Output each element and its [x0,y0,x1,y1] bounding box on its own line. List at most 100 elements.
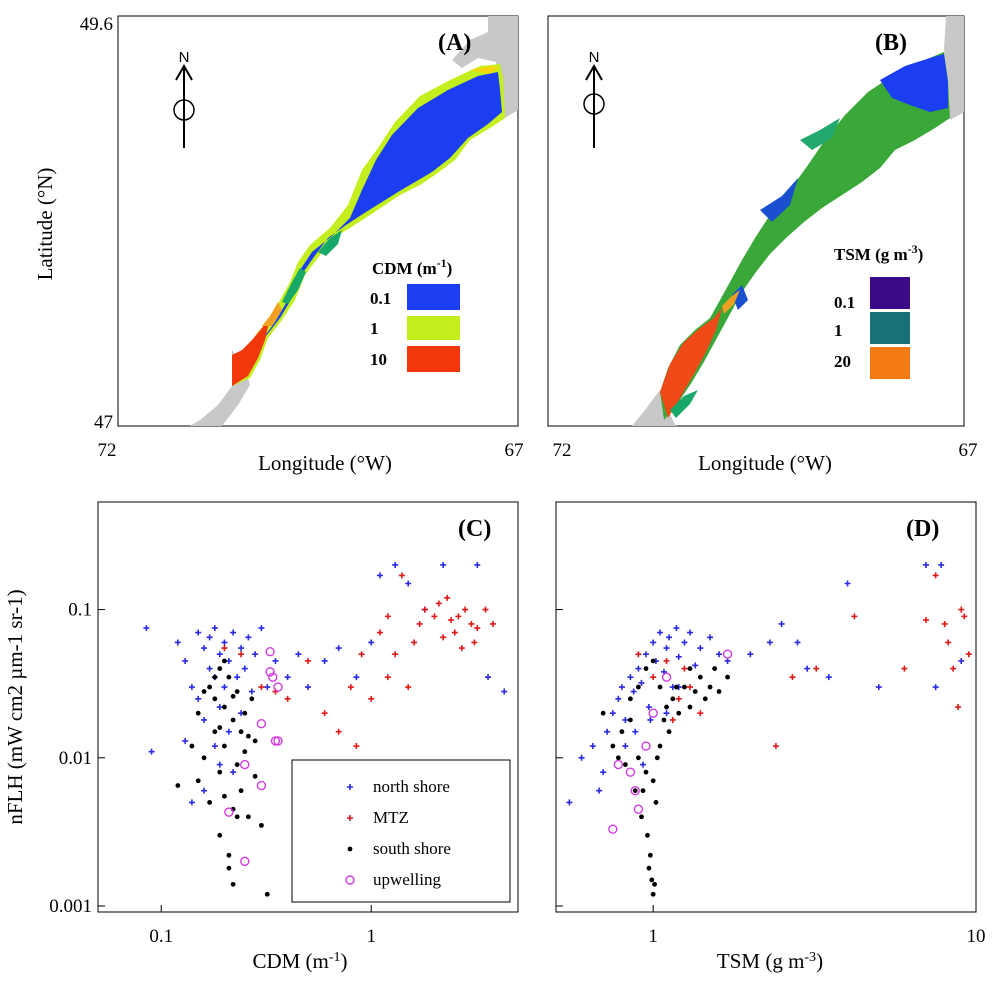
panel-d-point-south-shore [670,696,676,702]
panel-b-tsm-map [660,52,950,420]
panel-c-point-mtz [347,684,354,691]
panel-c-point-north-shore [284,674,291,681]
panel-d-point-north-shore [645,704,652,711]
panel-d-point-south-shore [645,832,650,838]
panel-d-point-south-shore [654,755,660,761]
panel-c-label: (C) [458,516,491,542]
panel-c-point-south-shore [242,749,248,755]
panel-c-point-mtz [448,617,455,624]
panel-d-point-mtz [941,620,948,627]
panel-d-point-south-shore [657,743,663,749]
panel-d-point-north-shore [716,651,723,658]
panel-c-point-north-shore [234,674,241,681]
panel-a-legend-title: CDM (m-1) [372,256,452,278]
panel-c-point-north-shore [405,580,412,587]
panel-d-point-south-shore [661,717,667,723]
panel-b-legend-swatch-0 [870,277,910,309]
panel-c-point-north-shore [216,761,223,768]
panel-d-x-tick-label-0: 1 [648,926,658,947]
panel-d-point-north-shore [958,657,965,664]
panel-c-point-mtz [321,710,328,717]
panel-c-point-north-shore [225,657,232,664]
panel-b-x-title: Longitude (°W) [698,451,832,475]
panel-c-point-south-shore [175,783,181,788]
panel-c-point-south-shore [226,852,232,858]
panel-c-point-mtz [353,743,360,750]
panel-c-point-mtz [358,651,365,658]
panel-c-point-mtz [482,606,489,613]
panel-b-legend-swatch-2 [870,347,910,379]
panel-d-point-mtz [945,639,952,646]
panel-c-x-title: CDM (m-1) [252,949,347,973]
panel-c-legend-label-0: north shore [373,777,450,796]
panel-c-legend-marker-mtz [347,815,353,821]
panel-c-point-north-shore [201,787,208,794]
panel-c-x-tick-label-1: 1 [366,926,376,947]
panel-c-legend: north shore MTZ south shore upwelling [291,759,511,903]
panel-c-point-south-shore [238,788,244,794]
panel-c-point-north-shore [272,657,279,664]
panel-c-point-upwelling [224,807,234,817]
panel-b-legend-label-1: 1 [834,321,843,340]
panel-d-point-north-shore [778,620,785,627]
panel-d-point-south-shore [646,865,652,871]
panel-c-point-mtz [284,695,291,702]
panel-d-point-mtz [961,613,968,620]
panel-d-point-south-shore [657,684,663,690]
panel-d-point-south-shore [636,684,641,690]
panel-d-point-mtz [686,684,693,691]
panel-d-frame [555,501,977,913]
panel-b-legend-label-2: 20 [834,352,851,371]
panel-d: (D) TSM (g m-3) 1 10 [555,501,986,973]
panel-d-point-north-shore [675,653,682,660]
panel-c-point-mtz [368,695,375,702]
panel-d-point-mtz [681,665,688,672]
panel-d-point-south-shore [643,666,649,671]
panel-d-point-north-shore [622,716,629,723]
panel-a-legend-swatch-0 [407,284,460,310]
panel-d-point-mtz [669,716,676,723]
panel-d-point-mtz [958,606,965,613]
panel-c-y-tick-label-0: 0.001 [49,896,92,917]
panel-d-point-upwelling [613,759,624,770]
panel-c-point-south-shore [259,822,264,828]
panel-c-point-south-shore [201,689,207,694]
panel-c-point-north-shore [305,684,311,691]
panel-d-point-north-shore [640,761,647,768]
panel-c-point-upwelling [268,672,278,682]
panel-c-point-mtz [398,572,405,579]
panel-d-point-upwelling [648,708,658,718]
panel-d-point-upwelling [625,767,636,777]
panel-c-point-north-shore [195,629,202,636]
panel-d-point-north-shore [632,728,639,735]
panel-c-point-mtz [474,625,481,632]
panel-c-point-north-shore [264,684,271,691]
panel-c-point-mtz [416,620,423,627]
panel-c-point-north-shore [248,688,255,695]
panel-b-lon-tick-left: 72 [553,440,572,461]
panel-c-point-south-shore [189,743,195,749]
panel-d-point-mtz [663,657,670,664]
panel-c-point-north-shore [230,629,237,636]
panel-a-lat-tick-bottom: 47 [94,412,113,433]
panel-d-point-north-shore [794,639,801,646]
panel-c-point-upwelling [256,780,267,791]
panel-c-point-south-shore [201,755,207,761]
panel-c-point-south-shore [234,814,240,820]
panel-d-point-south-shore [687,666,693,671]
panel-c-point-north-shore [201,716,208,723]
panel-d-point-upwelling [633,804,644,814]
panel-c-point-north-shore [368,639,375,646]
panel-d-tick-marks [556,609,977,912]
panel-d-point-south-shore [650,658,656,664]
panel-c-point-south-shore [207,800,213,805]
panel-d-points [566,561,972,897]
panel-d-point-mtz [965,651,972,658]
panel-d-point-upwelling [630,785,640,796]
panel-c-point-north-shore [376,572,383,579]
panel-c-point-south-shore [242,710,248,716]
panel-a-legend: CDM (m-1) 0.1 1 10 [370,256,460,372]
panel-c-point-mtz [384,674,391,681]
panel-c-point-mtz [305,657,311,664]
